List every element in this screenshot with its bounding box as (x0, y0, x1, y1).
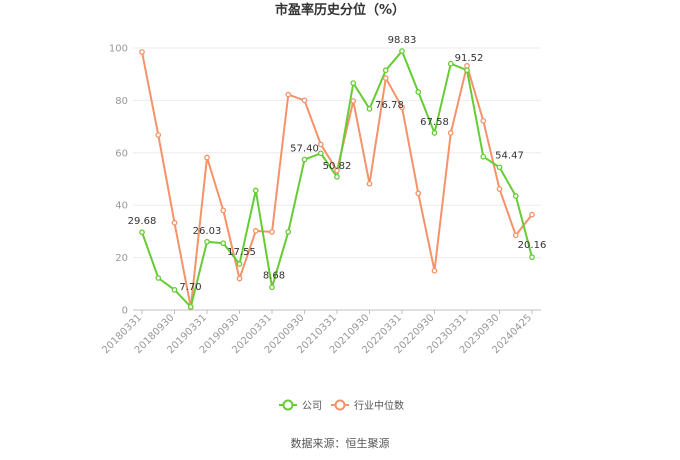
data-point[interactable] (334, 174, 340, 180)
data-point[interactable] (350, 80, 357, 86)
data-point[interactable] (382, 67, 389, 74)
data-point[interactable] (285, 91, 292, 98)
data-point[interactable] (512, 232, 519, 239)
data-point[interactable] (187, 304, 194, 310)
data-label: 17.55 (227, 247, 256, 258)
y-tick-label: 60 (115, 148, 128, 159)
y-tick-label: 40 (115, 201, 128, 212)
data-point[interactable] (220, 207, 227, 214)
data-point[interactable] (252, 228, 259, 234)
data-point[interactable] (139, 229, 145, 236)
legend-industry-marker (334, 399, 346, 411)
data-point[interactable] (155, 132, 162, 138)
y-tick-label: 100 (109, 44, 128, 55)
data-point[interactable] (252, 187, 259, 194)
data-point[interactable] (447, 60, 454, 67)
legend: 公司 行业中位数 (279, 399, 404, 412)
data-point[interactable] (399, 48, 405, 54)
data-source: 数据来源：恒生聚源 (291, 436, 390, 450)
data-point[interactable] (480, 153, 487, 160)
chart-title: 市盈率历史分位（%） (275, 2, 405, 18)
y-tick-label: 0 (122, 306, 128, 317)
data-point[interactable] (382, 75, 389, 81)
data-point[interactable] (415, 89, 422, 95)
data-point[interactable] (317, 150, 324, 157)
data-point[interactable] (139, 49, 145, 55)
data-point[interactable] (366, 105, 373, 112)
data-label: 29.68 (128, 216, 157, 227)
y-tick-label: 20 (115, 253, 128, 264)
data-point[interactable] (512, 193, 519, 199)
data-point[interactable] (480, 117, 487, 124)
data-point[interactable] (496, 164, 503, 171)
data-point[interactable] (220, 240, 227, 247)
data-label: 50.82 (323, 161, 352, 172)
data-labels: 29.68 7.70 26.03 17.55 8.68 57.40 50.82 76.78 98… (128, 35, 547, 293)
y-tick-label: 80 (115, 96, 128, 107)
data-point[interactable] (301, 156, 308, 163)
data-point[interactable] (301, 97, 308, 104)
data-point[interactable] (431, 130, 438, 136)
data-point[interactable] (529, 254, 535, 261)
data-point[interactable] (350, 98, 357, 104)
series-points (139, 48, 535, 311)
data-point[interactable] (269, 229, 275, 235)
data-label: 98.83 (388, 35, 417, 46)
data-point[interactable] (236, 275, 243, 282)
data-label: 91.52 (455, 53, 484, 64)
data-point[interactable] (171, 219, 178, 226)
data-point[interactable] (399, 104, 405, 111)
data-point[interactable] (529, 211, 535, 218)
data-point[interactable] (464, 67, 470, 74)
data-point[interactable] (415, 190, 422, 197)
x-axis-ticks: 2018033120180930201903312019093020200331… (100, 310, 534, 356)
data-label: 57.40 (290, 144, 319, 155)
data-label: 8.68 (263, 270, 285, 281)
legend-company-marker (282, 399, 294, 411)
legend-industry-label: 行业中位数 (354, 399, 404, 412)
data-label: 54.47 (495, 150, 524, 161)
data-point[interactable] (366, 180, 373, 187)
data-point[interactable] (236, 261, 243, 267)
data-point[interactable] (496, 186, 503, 192)
data-point[interactable] (334, 167, 340, 174)
data-point[interactable] (269, 284, 275, 291)
data-point[interactable] (204, 238, 210, 245)
data-point[interactable] (464, 62, 470, 69)
data-point[interactable] (285, 229, 292, 235)
data-point[interactable] (431, 267, 438, 274)
data-label: 76.78 (375, 100, 404, 111)
data-label: 26.03 (193, 226, 222, 237)
data-point[interactable] (204, 154, 210, 161)
legend-item-industry-median[interactable]: 行业中位数 (331, 399, 404, 412)
data-label: 20.16 (518, 240, 547, 251)
data-point[interactable] (171, 286, 178, 293)
data-label: 7.70 (179, 282, 201, 293)
legend-item-company[interactable]: 公司 (279, 399, 322, 413)
data-label: 67.58 (420, 117, 449, 128)
data-point[interactable] (155, 275, 162, 281)
y-axis-ticks: 0 20 40 60 80 100 (109, 44, 128, 317)
data-point[interactable] (447, 130, 454, 136)
legend-company-label: 公司 (302, 401, 322, 412)
data-point[interactable] (317, 141, 324, 148)
